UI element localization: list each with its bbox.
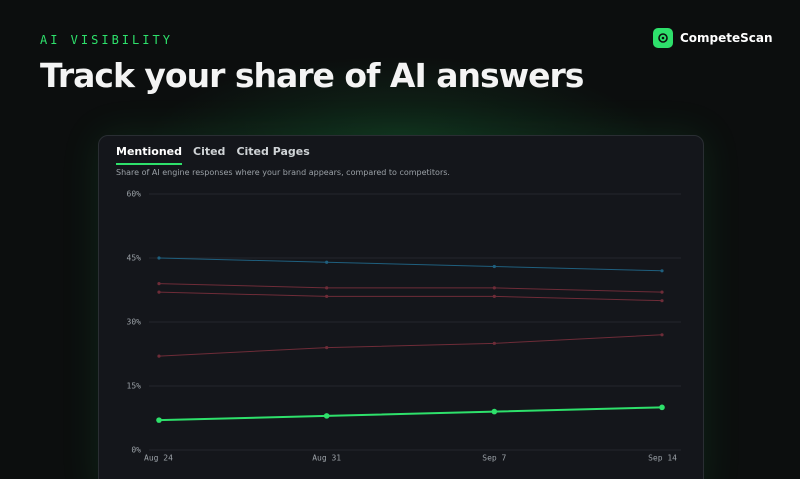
x-tick-label: Sep 14 [648,454,677,463]
brand[interactable]: CompeteScan [653,28,773,48]
y-tick-label: 15% [127,382,142,391]
brand-logo [653,28,673,48]
data-point [323,413,330,419]
x-tick-label: Aug 24 [144,454,173,463]
data-point [157,354,161,358]
data-point [492,286,496,290]
data-point [660,299,664,303]
data-point [491,408,498,415]
data-point [492,264,496,269]
chart: 0% 15% 30% 45% 60% Aug 24 Aug 31 Sep 7 Sep 14 [127,190,681,463]
x-tick-label: Aug 31 [312,454,341,463]
data-point [325,346,329,350]
tab[interactable]: Cited Pages [236,145,310,158]
data-point [157,256,161,260]
series-line [158,291,663,302]
x-tick-label: Sep 7 [482,454,506,463]
data-point [492,294,496,298]
data-point [325,294,329,298]
data-point [325,260,329,264]
data-point [157,290,161,294]
data-point [157,282,161,286]
data-point [156,417,162,423]
y-tick-label: 45% [127,254,142,263]
data-point [660,333,664,337]
series-line [158,334,663,357]
series-line [158,257,663,272]
chart-subtitle: Share of AI engine responses where your … [116,168,450,177]
series-line [158,406,663,422]
eyebrow: AI VISIBILITY [40,33,173,47]
y-tick-label: 30% [127,318,142,327]
brand-name: CompeteScan [680,31,773,45]
tab[interactable]: Mentioned [116,145,182,165]
data-point [660,269,664,273]
y-tick-label: 60% [127,190,142,199]
y-tick-label: 0% [131,446,141,455]
data-point [492,341,496,345]
data-point [325,286,329,290]
data-point [660,290,664,294]
data-point [659,404,665,411]
chart-card: Mentioned Cited Cited Pages Share of AI … [98,135,704,479]
tab[interactable]: Cited [193,145,226,158]
tabs: Mentioned Cited Cited Pages [116,145,310,165]
series-line [158,283,663,293]
page-title: Track your share of AI answers [40,56,584,95]
